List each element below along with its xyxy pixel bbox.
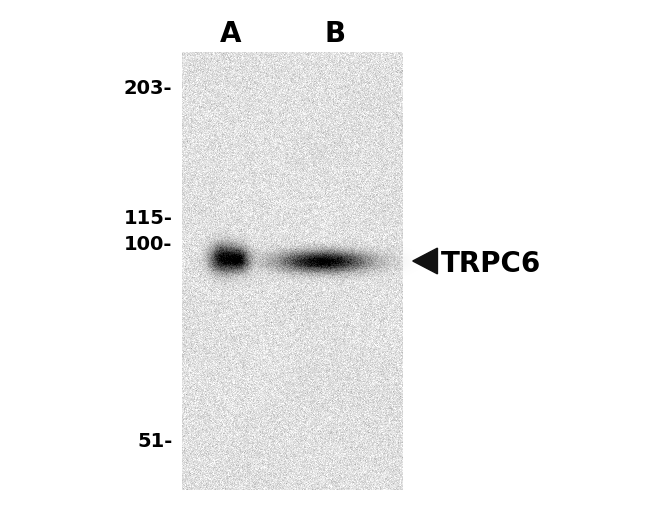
Text: 203-: 203- [124,79,172,98]
Text: 100-: 100- [124,235,172,254]
Text: 51-: 51- [137,432,172,450]
Text: 115-: 115- [124,209,172,228]
Text: TRPC6: TRPC6 [441,250,541,278]
Text: B: B [324,20,345,48]
Polygon shape [413,248,437,274]
Text: A: A [220,20,242,48]
